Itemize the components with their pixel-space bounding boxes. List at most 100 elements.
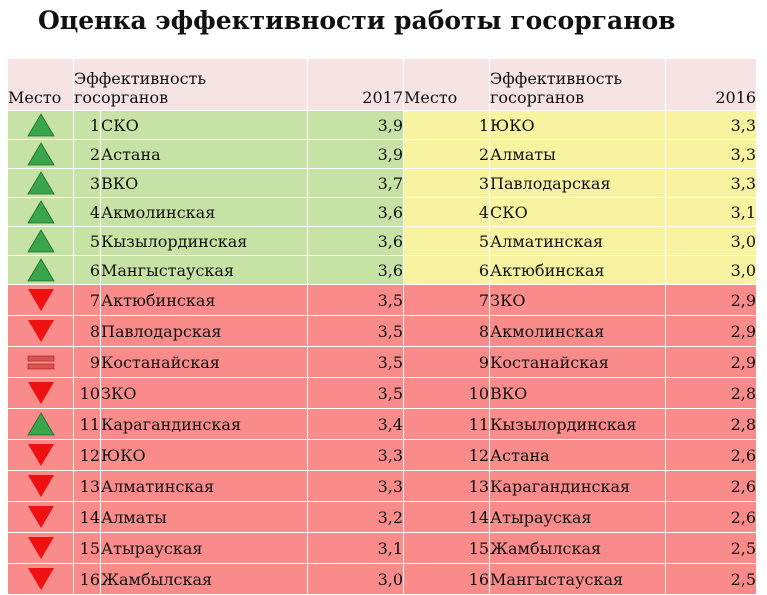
triangle-down-shape	[27, 537, 54, 559]
score-2017: 3,6	[307, 255, 405, 285]
region-2017: ВКО	[99, 168, 309, 198]
table-row: 9 Костанайская 3,5 9 Костанайская 2,9	[7, 346, 758, 378]
region-2016: Астана	[489, 439, 667, 471]
region-2016: Карагандинская	[489, 470, 667, 502]
region-2017: СКО	[99, 110, 309, 140]
trend-down-icon	[27, 444, 54, 466]
region-2017: Атырауская	[99, 532, 309, 564]
score-2017: 3,6	[307, 197, 405, 227]
trend-cell	[7, 532, 74, 564]
score-2016: 2,8	[665, 377, 758, 409]
header-efficiency-line1: Эффективность	[490, 69, 623, 88]
triangle-down-shape	[27, 568, 54, 590]
region-2017: Карагандинская	[99, 408, 309, 440]
trend-cell	[7, 197, 74, 227]
score-2017: 3,1	[307, 532, 405, 564]
region-2016: Мангыстауская	[489, 563, 667, 595]
equal-bar-2	[27, 363, 54, 370]
region-2016: Павлодарская	[489, 168, 667, 198]
place-2016: 8	[403, 315, 491, 347]
score-2016: 2,5	[665, 563, 758, 595]
place-2017: 14	[73, 501, 101, 533]
triangle-up-shape	[26, 200, 55, 224]
place-2017: 1	[73, 110, 101, 140]
score-2017: 3,9	[307, 139, 405, 169]
header-efficiency-line2: госорганов	[74, 88, 169, 107]
trend-cell	[7, 563, 74, 595]
trend-same-icon	[27, 355, 54, 370]
region-2016: Костанайская	[489, 346, 667, 378]
trend-cell	[7, 408, 74, 440]
triangle-up-shape	[26, 171, 55, 195]
trend-cell	[7, 470, 74, 502]
table-row: 6 Мангыстауская 3,6 6 Актюбинская 3,0	[7, 255, 758, 285]
table-row: 3 ВКО 3,7 3 Павлодарская 3,3	[7, 168, 758, 198]
region-2016: Актюбинская	[489, 255, 667, 285]
trend-cell	[7, 439, 74, 471]
region-2017: ЮКО	[99, 439, 309, 471]
triangle-down-shape	[27, 320, 54, 342]
header-place-2016: Место	[403, 58, 491, 111]
region-2017: Павлодарская	[99, 315, 309, 347]
trend-down-icon	[27, 475, 54, 497]
score-2017: 3,5	[307, 315, 405, 347]
place-2017: 6	[73, 255, 101, 285]
trend-cell	[7, 377, 74, 409]
score-2017: 3,5	[307, 284, 405, 316]
table-row: 2 Астана 3,9 2 Алматы 3,3	[7, 139, 758, 169]
triangle-up-shape	[26, 142, 55, 166]
triangle-up-shape	[26, 412, 55, 436]
region-2016: ЮКО	[489, 110, 667, 140]
place-2017: 2	[73, 139, 101, 169]
score-2016: 3,0	[665, 226, 758, 256]
place-2016: 3	[403, 168, 491, 198]
place-2016: 13	[403, 470, 491, 502]
triangle-down-shape	[27, 475, 54, 497]
score-2017: 3,9	[307, 110, 405, 140]
place-2017: 8	[73, 315, 101, 347]
table-row: 15 Атырауская 3,1 15 Жамбылская 2,5	[7, 532, 758, 564]
header-place-2017: Место	[7, 58, 74, 111]
trend-down-icon	[27, 537, 54, 559]
score-2016: 3,3	[665, 168, 758, 198]
triangle-down-shape	[27, 444, 54, 466]
place-2017: 3	[73, 168, 101, 198]
trend-cell	[7, 139, 74, 169]
equal-bar-1	[27, 355, 54, 362]
header-efficiency-2017: Эффективность госорганов	[72, 58, 309, 111]
trend-down-icon	[27, 568, 54, 590]
place-2016: 16	[403, 563, 491, 595]
place-2016: 5	[403, 226, 491, 256]
table-row: 14 Алматы 3,2 14 Атырауская 2,6	[7, 501, 758, 533]
score-2016: 2,8	[665, 408, 758, 440]
score-2017: 3,3	[307, 439, 405, 471]
table-row: 8 Павлодарская 3,5 8 Акмолинская 2,9	[7, 315, 758, 347]
place-2017: 7	[73, 284, 101, 316]
trend-cell	[7, 255, 74, 285]
trend-cell	[7, 226, 74, 256]
score-2017: 3,6	[307, 226, 405, 256]
region-2016: Кызылординская	[489, 408, 667, 440]
score-2016: 2,5	[665, 532, 758, 564]
trend-cell	[7, 315, 74, 347]
trend-cell	[7, 168, 74, 198]
trend-down-icon	[27, 506, 54, 528]
trend-up-icon	[26, 412, 55, 436]
place-2016: 1	[403, 110, 491, 140]
table-row: 13 Алматинская 3,3 13 Карагандинская 2,6	[7, 470, 758, 502]
place-2016: 14	[403, 501, 491, 533]
region-2016: Жамбылская	[489, 532, 667, 564]
score-2016: 3,1	[665, 197, 758, 227]
header-year-2017: 2017	[307, 58, 405, 111]
trend-cell	[7, 346, 74, 378]
place-2016: 6	[403, 255, 491, 285]
score-2017: 3,2	[307, 501, 405, 533]
trend-up-icon	[26, 258, 55, 282]
table-header: Место Эффективность госорганов 2017 Место…	[7, 58, 758, 111]
trend-up-icon	[26, 113, 55, 137]
region-2016: ЗКО	[489, 284, 667, 316]
region-2017: ЗКО	[99, 377, 309, 409]
trend-cell	[7, 110, 74, 140]
triangle-up-shape	[26, 113, 55, 137]
score-2017: 3,3	[307, 470, 405, 502]
